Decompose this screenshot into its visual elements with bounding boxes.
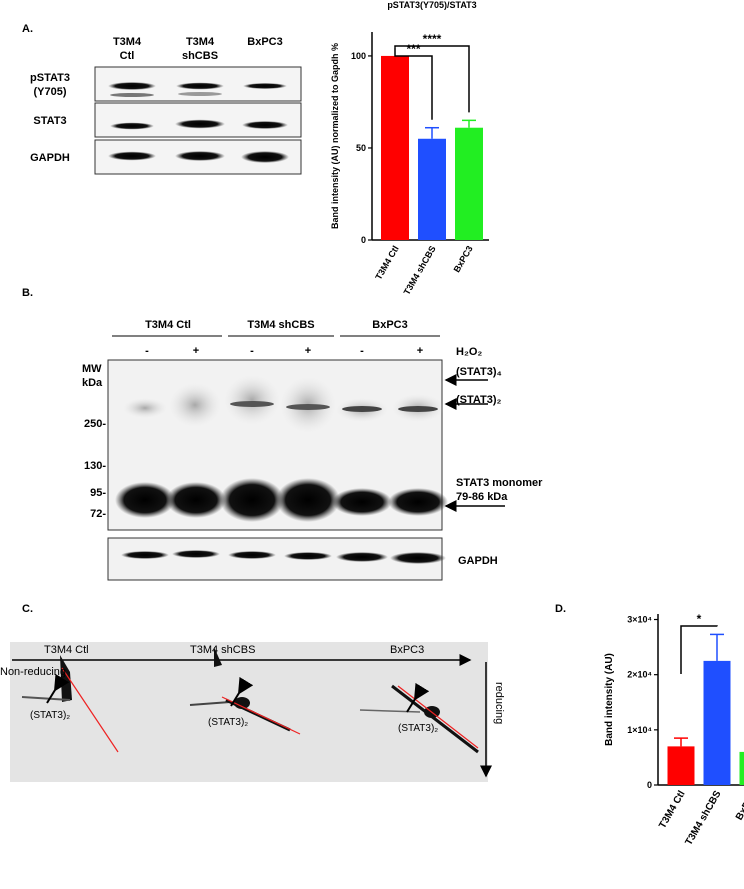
panel-label: C. (22, 603, 33, 615)
bar (418, 138, 446, 240)
significance-label: * (697, 612, 702, 626)
treatment: + (193, 345, 199, 357)
x-tick-label: T3M4 shCBS (684, 789, 724, 848)
significance-bracket (680, 625, 718, 674)
x-tick-label: T3M4 shCBS (402, 244, 438, 297)
group-label: T3M4 shCBS (247, 319, 314, 331)
y-axis-label: Band intensity (AU) (604, 653, 615, 746)
chart-title: pSTAT3(Y705)/STAT3 (387, 0, 476, 10)
gel-2d (10, 642, 492, 782)
spot-label: (STAT3)₂ (30, 710, 70, 721)
treatment: - (250, 345, 254, 357)
group-label: T3M4 Ctl (145, 319, 191, 331)
panel-label: A. (22, 23, 33, 35)
spot-label: (STAT3)₂ (208, 717, 248, 728)
treatment: + (305, 345, 311, 357)
direction-label: reducing (493, 682, 505, 724)
treatment: + (417, 345, 423, 357)
y-tick-label: 0 (361, 235, 366, 245)
row-label: (Y705) (33, 86, 66, 98)
significance-bracket (394, 47, 433, 120)
error-bar (674, 737, 688, 747)
y-tick-label: 2×10⁴ (627, 670, 652, 680)
panel-label: B. (22, 287, 33, 299)
mw-title: MW (82, 363, 102, 375)
treatment: - (145, 345, 149, 357)
error-bar (710, 633, 724, 661)
bar (455, 127, 483, 240)
lane-label: shCBS (182, 50, 218, 62)
significance-label: **** (423, 32, 442, 46)
sample-label: BxPC3 (390, 644, 424, 656)
x-tick-label: BxPC3 (734, 789, 744, 823)
annotation: (STAT3)₄ (456, 366, 502, 378)
mw-marker: 72- (90, 508, 106, 520)
significance-bracket (394, 45, 470, 113)
y-tick-label: 100 (351, 51, 366, 61)
lane-label: Ctl (120, 50, 135, 62)
bar (703, 660, 731, 785)
lane-label: BxPC3 (247, 36, 282, 48)
mw-marker: 95- (90, 487, 106, 499)
bar (739, 751, 744, 785)
lane-label: T3M4 (113, 36, 142, 48)
loading-label: GAPDH (458, 555, 498, 567)
row-label: GAPDH (30, 152, 70, 164)
y-axis-label: Band intensity (AU) normalized to Gapdh … (330, 43, 340, 229)
error-bar (462, 119, 476, 128)
sample-label: T3M4 shCBS (190, 644, 255, 656)
y-tick-label: 1×10⁴ (627, 725, 652, 735)
annotation: STAT3 monomer (456, 477, 543, 489)
mw-title: kDa (82, 377, 103, 389)
y-tick-label: 0 (647, 780, 652, 790)
direction-label: Non-reducing (0, 666, 66, 678)
x-tick-label: T3M4 Ctl (657, 789, 687, 831)
lane-label: T3M4 (186, 36, 215, 48)
bar (381, 55, 409, 241)
error-bar (425, 126, 439, 139)
panel-label: D. (555, 603, 566, 615)
spot-label: (STAT3)₂ (398, 723, 438, 734)
y-tick-label: 3×10⁴ (627, 615, 652, 625)
bar (667, 746, 695, 785)
mw-marker: 250- (84, 418, 106, 430)
row-label: pSTAT3 (30, 72, 70, 84)
x-tick-label: BxPC3 (452, 244, 475, 274)
mw-marker: 130- (84, 460, 106, 472)
y-tick-label: 50 (356, 143, 366, 153)
x-tick-label: T3M4 Ctl (373, 244, 400, 281)
treatment: - (360, 345, 364, 357)
significance-label: *** (406, 42, 420, 56)
annotation: (STAT3)₂ (456, 394, 502, 406)
annotation: 79-86 kDa (456, 491, 508, 503)
row-label: STAT3 (33, 115, 66, 127)
blot-a (94, 66, 302, 175)
reagent: H₂O₂ (456, 346, 482, 358)
sample-label: T3M4 Ctl (44, 644, 89, 656)
blot-b (107, 335, 505, 581)
group-label: BxPC3 (372, 319, 407, 331)
